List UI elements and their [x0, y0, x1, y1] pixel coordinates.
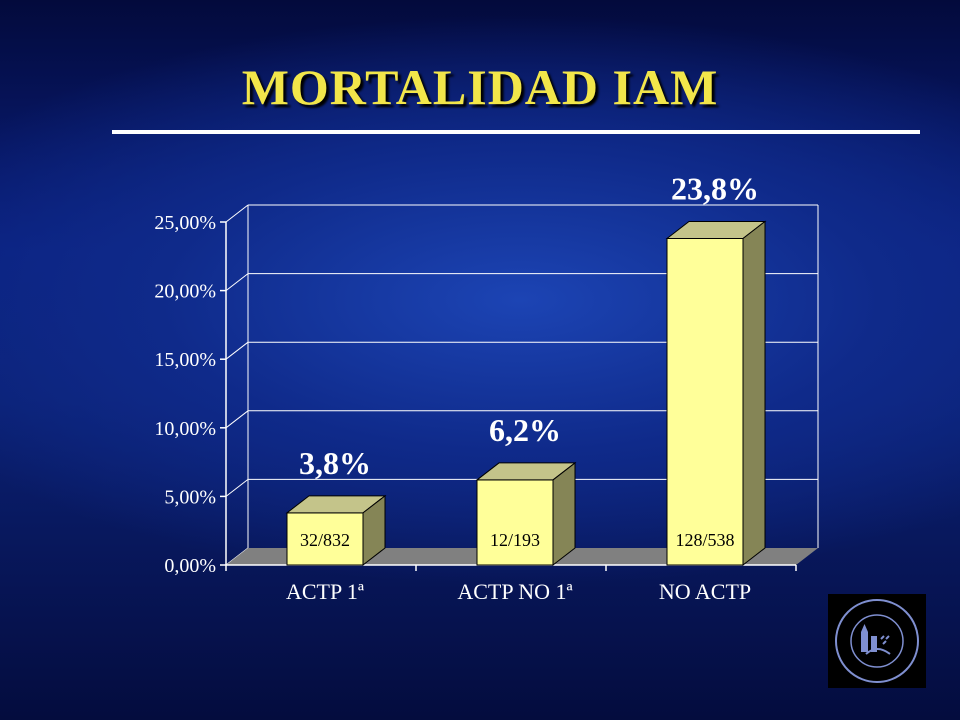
gridline-side [225, 410, 249, 429]
y-tick-label: 25,00% [154, 212, 216, 234]
bar-value-label: 6,2% [489, 412, 561, 448]
bar-side [552, 461, 576, 567]
bar-value-label: 3,8% [299, 445, 371, 481]
x-tick-label: ACTP NO 1ª [457, 579, 573, 604]
y-tick-label: 20,00% [154, 281, 216, 303]
gridline-side [225, 341, 249, 360]
bar-count-label: 32/832 [300, 530, 350, 550]
bar-side [742, 220, 766, 567]
bar-count-label: 12/193 [490, 530, 540, 550]
gridline-side [225, 479, 249, 497]
y-tick-label: 15,00% [154, 349, 216, 371]
y-tick-label: 0,00% [164, 555, 216, 577]
bar-side [362, 494, 386, 567]
bar-value-label: 23,8% [671, 170, 759, 206]
title-underline [112, 130, 920, 134]
bar [476, 479, 554, 566]
bar [666, 237, 744, 566]
x-tick-label: ACTP 1ª [286, 579, 365, 604]
hospital-logo [828, 594, 926, 688]
gridline-side [225, 204, 249, 223]
y-tick-label: 5,00% [164, 486, 216, 508]
x-tick-label: NO ACTP [659, 579, 751, 604]
bar-count-label: 128/538 [675, 530, 734, 550]
slide-title: MORTALIDAD IAM [241, 59, 719, 115]
y-tick-label: 10,00% [154, 418, 216, 440]
gridline-side [225, 273, 249, 291]
